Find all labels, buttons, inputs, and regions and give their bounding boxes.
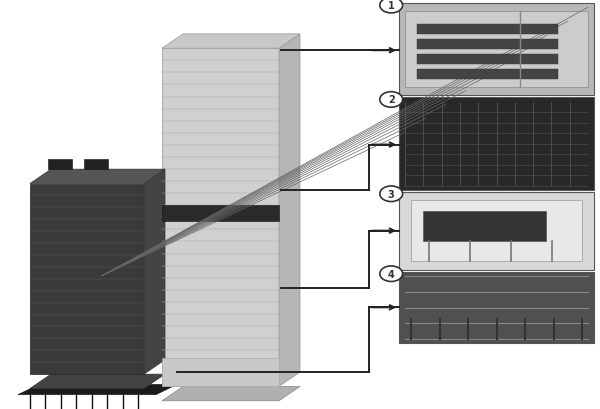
Circle shape (380, 0, 403, 14)
Bar (399, 192, 594, 270)
Polygon shape (18, 384, 177, 395)
Bar (417, 55, 558, 65)
Polygon shape (162, 387, 300, 401)
Bar (48, 160, 72, 170)
Bar (417, 25, 558, 35)
Circle shape (380, 187, 403, 202)
Polygon shape (30, 170, 165, 184)
Bar (399, 98, 594, 190)
Bar (399, 272, 594, 344)
Polygon shape (162, 35, 300, 49)
Circle shape (380, 266, 403, 282)
Text: 2: 2 (388, 95, 395, 105)
Text: 3: 3 (388, 189, 395, 199)
Bar (411, 200, 582, 262)
Polygon shape (162, 49, 279, 387)
Circle shape (380, 92, 403, 108)
Bar (84, 160, 108, 170)
Text: 4: 4 (388, 269, 395, 279)
Text: 1: 1 (388, 1, 395, 11)
Bar (162, 206, 279, 221)
Bar (423, 212, 546, 241)
Bar (405, 12, 588, 88)
Bar (162, 358, 279, 387)
Polygon shape (279, 35, 300, 387)
Bar (399, 4, 594, 96)
Bar (417, 70, 558, 80)
Polygon shape (30, 184, 144, 374)
Bar (417, 40, 558, 50)
Polygon shape (144, 170, 165, 374)
Polygon shape (30, 374, 165, 389)
